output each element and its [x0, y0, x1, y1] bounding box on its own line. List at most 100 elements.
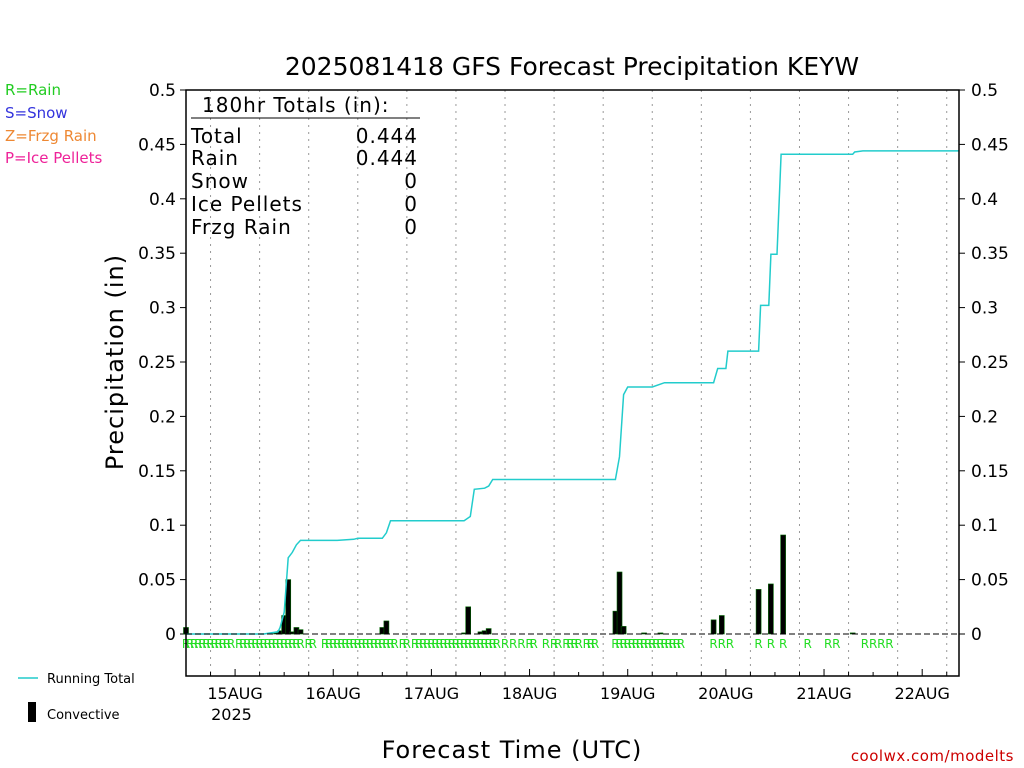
y-tick-label-right: 0.45: [971, 135, 1009, 155]
series-legend: Running Total Convective: [18, 672, 135, 723]
rain-marker: R: [415, 637, 423, 651]
x-tick-label: 17AUG: [404, 684, 459, 703]
rain-marker: R: [550, 637, 558, 651]
convective-bar: [383, 620, 390, 635]
rain-marker: R: [709, 637, 717, 651]
convective-legend-swatch: [28, 702, 36, 722]
rain-marker: R: [624, 637, 632, 651]
rain-marker: R: [354, 637, 362, 651]
convective-bar: [485, 628, 492, 635]
rain-marker: R: [673, 637, 681, 651]
running-total-legend-label: Running Total: [47, 672, 135, 687]
rain-marker: R: [591, 637, 599, 651]
rain-marker: R: [861, 637, 869, 651]
y-tick-label-right: 0.15: [971, 462, 1009, 482]
rain-marker: R: [444, 637, 452, 651]
legend-rain: R=Rain: [5, 81, 61, 99]
rain-marker: R: [587, 637, 595, 651]
totals-value-snow: 0: [404, 169, 418, 193]
rain-marker: R: [439, 637, 447, 651]
rain-marker: R: [374, 637, 382, 651]
rain-marker: R: [280, 637, 288, 651]
rain-marker: R: [754, 637, 762, 651]
legend-snow: S=Snow: [5, 104, 68, 122]
convective-bar: [616, 571, 623, 635]
rain-marker: R: [615, 637, 623, 651]
rain-marker: R: [366, 637, 374, 651]
x-tick-label: 21AUG: [796, 684, 851, 703]
rain-marker: R: [885, 637, 893, 651]
rain-marker: R: [198, 637, 206, 651]
rain-marker: R: [362, 637, 370, 651]
y-tick-label-left: 0: [165, 625, 176, 645]
rain-marker: R: [869, 637, 877, 651]
rain-marker: R: [329, 637, 337, 651]
rain-marker: R: [456, 637, 464, 651]
totals-box: 180hr Totals (in): Total 0.444 Rain 0.44…: [190, 93, 420, 239]
rain-marker: R: [419, 637, 427, 651]
rain-marker: R: [435, 637, 443, 651]
rain-marker: R: [333, 637, 341, 651]
rain-marker: R: [824, 637, 832, 651]
rain-marker: R: [529, 637, 537, 651]
rain-marker: R: [648, 637, 656, 651]
y-tick-label-left: 0.2: [149, 407, 176, 427]
legend-frzg-rain: Z=Frzg Rain: [5, 127, 97, 145]
rain-marker: R: [677, 637, 685, 651]
rain-marker: R: [292, 637, 300, 651]
rain-marker: R: [464, 637, 472, 651]
x-axis: 15AUG 2025 16AUG 17AUG 18AUG 19AUG 20AUG 21AUG 2…: [207, 669, 950, 724]
rain-marker: R: [255, 637, 263, 651]
y-tick-label-right: 0.1: [971, 516, 998, 536]
rain-marker: R: [877, 637, 885, 651]
rain-marker: R: [583, 637, 591, 651]
y-tick-label-right: 0.25: [971, 353, 1009, 373]
rain-marker: R: [247, 637, 255, 651]
rain-marker: R: [194, 637, 202, 651]
rain-marker: R: [341, 637, 349, 651]
y-tick-label-right: 0: [971, 625, 982, 645]
rain-marker: R: [345, 637, 353, 651]
convective-bar: [297, 629, 304, 635]
y-tick-label-right: 0.35: [971, 244, 1009, 264]
y-axis-label: Precipitation (in): [101, 254, 129, 470]
legend-ice-pellets: P=Ice Pellets: [5, 149, 102, 167]
rain-marker: R: [411, 637, 419, 651]
y-tick-label-right: 0.5: [971, 81, 998, 101]
rain-marker: R: [370, 637, 378, 651]
y-tick-label-left: 0.45: [138, 135, 176, 155]
convective-bar: [710, 619, 717, 635]
rain-marker: R: [554, 637, 562, 651]
rain-marker: R: [656, 637, 664, 651]
plot-frame: [185, 89, 960, 677]
totals-label-rain: Rain: [191, 146, 239, 170]
rain-marker: R: [309, 637, 317, 651]
rain-marker: R: [243, 637, 251, 651]
totals-label-frzg-rain: Frzg Rain: [191, 215, 292, 239]
convective-bar: [780, 534, 786, 635]
y-tick-label-left: 0.35: [138, 244, 176, 264]
totals-value-frzg-rain: 0: [404, 215, 418, 239]
totals-value-ice-pellets: 0: [404, 192, 418, 216]
rain-marker: R: [779, 637, 787, 651]
rain-marker: R: [767, 637, 775, 651]
rain-marker: R: [574, 637, 582, 651]
rain-marker: R: [272, 637, 280, 651]
rain-marker: R: [832, 637, 840, 651]
y-tick-label-left: 0.4: [149, 190, 176, 210]
totals-value-total: 0.444: [356, 124, 418, 148]
rain-marker: R: [378, 637, 386, 651]
ptype-legend: R=Rain S=Snow Z=Frzg Rain P=Ice Pellets: [5, 81, 102, 167]
totals-label-total: Total: [190, 124, 243, 148]
chart-title: 2025081418 GFS Forecast Precipitation KE…: [285, 52, 859, 81]
rain-marker: R: [358, 637, 366, 651]
y-tick-label-right: 0.2: [971, 407, 998, 427]
rain-marker: R: [296, 637, 304, 651]
totals-label-ice-pellets: Ice Pellets: [191, 192, 303, 216]
y-axis: 0 00.05 0.050.1 0.10.15 0.150.2 0.20.25 0.250.…: [138, 81, 1009, 645]
rain-marker: R: [619, 637, 627, 651]
x-tick-label: 15AUG: [207, 684, 262, 703]
totals-header: 180hr Totals (in):: [202, 93, 390, 117]
